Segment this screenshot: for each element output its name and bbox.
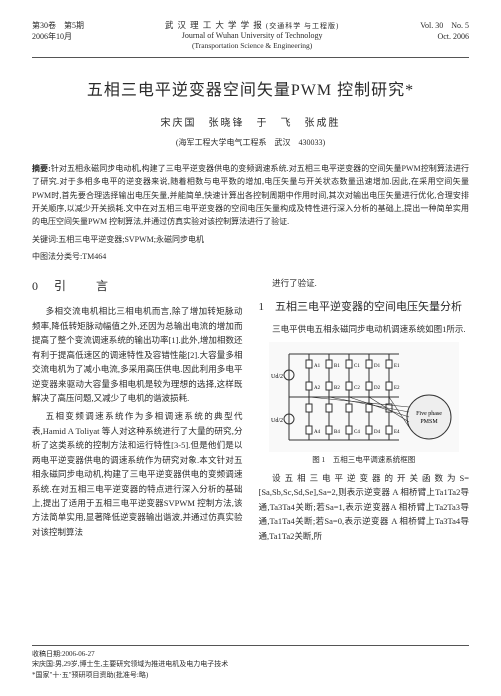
svg-text:E4: E4 [394, 430, 400, 435]
clc-text: TM464 [82, 252, 106, 261]
abstract-text: 针对五相永磁同步电动机,构建了三电平逆变器供电的变频调速系统.对五相三电平逆变器… [32, 164, 469, 226]
footer: 收稿日期:2006-06-27 宋庆国:男,29岁,博士生,主要研究领域为推进电… [32, 645, 469, 681]
keywords: 关键词:五相三电平逆变器;SVPWM;永磁同步电机 [32, 234, 469, 247]
journal-sub-en: (Transportation Science & Engineering) [84, 41, 420, 51]
ud-top: Ud/2 [271, 374, 283, 380]
clc: 中图法分类号:TM464 [32, 251, 469, 262]
journal-sup: (交通科学 与工程版) [266, 22, 339, 30]
svg-text:B4: B4 [334, 430, 340, 435]
svg-text:A2: A2 [314, 386, 321, 391]
body-columns: 0 引 言 多相交流电机相比三相电机而言,除了增加转矩脉动频率,降低转矩脉动幅值… [32, 276, 469, 547]
keywords-label: 关键词: [32, 235, 58, 244]
abstract-label: 摘要: [32, 164, 51, 173]
paper-title: 五相三电平逆变器空间矢量PWM 控制研究* [32, 76, 469, 100]
journal-header: 第30卷 第5期 2006年10月 武 汉 理 工 大 学 学 报 (交通科学 … [32, 20, 469, 58]
section-1-heading: 1 五相三电平逆变器的空间电压矢量分析 [259, 300, 470, 315]
header-left: 第30卷 第5期 2006年10月 [32, 20, 84, 42]
ud-bot: Ud/2 [271, 418, 283, 424]
volume-en: Vol. 30 No. 5 [420, 20, 469, 31]
svg-text:E2: E2 [394, 386, 400, 391]
svg-text:D1: D1 [374, 364, 381, 369]
svg-text:A4: A4 [314, 430, 321, 435]
svg-text:C4: C4 [354, 430, 360, 435]
volume-cn: 第30卷 第5期 [32, 20, 84, 31]
affiliation: (海军工程大学电气工程系 武汉 430033) [32, 137, 469, 148]
svg-text:D2: D2 [374, 386, 381, 391]
left-cont: 进行了验证. [259, 276, 470, 290]
svg-text:C2: C2 [354, 386, 360, 391]
figure-1-caption: 图 1 五相三电平调速系统框图 [259, 454, 470, 467]
svg-text:E1: E1 [394, 364, 400, 369]
funding: *国家"十·五"预研项目资助(批准号:略) [32, 670, 469, 681]
clc-label: 中图法分类号: [32, 252, 82, 261]
date-cn: 2006年10月 [32, 31, 84, 42]
author-bio: 宋庆国:男,29岁,博士生,主要研究领域为推进电机及电力电子技术 [32, 659, 469, 670]
authors: 宋庆国 张晓锋 于 飞 张成胜 [32, 114, 469, 129]
keywords-text: 五相三电平逆变器;SVPWM;永磁同步电机 [58, 235, 204, 244]
recv-date: 收稿日期:2006-06-27 [32, 649, 469, 660]
svg-text:B2: B2 [334, 386, 340, 391]
journal-title-cn: 武 汉 理 工 大 学 学 报 (交通科学 与工程版) [84, 20, 420, 31]
left-p1: 多相交流电机相比三相电机而言,除了增加转矩脉动频率,降低转矩脉动幅值之外,还因为… [32, 304, 243, 405]
svg-text:A1: A1 [314, 364, 321, 369]
section-0-heading: 0 引 言 [32, 276, 243, 296]
motor-text-1: Five phase [416, 411, 442, 417]
header-right: Vol. 30 No. 5 Oct. 2006 [420, 20, 469, 42]
date-en: Oct. 2006 [420, 31, 469, 42]
inverter-diagram-svg: Ud/2 Ud/2 A1 A2 A4 [269, 342, 459, 452]
page: 第30卷 第5期 2006年10月 武 汉 理 工 大 学 学 报 (交通科学 … [0, 0, 501, 696]
figure-1: Ud/2 Ud/2 A1 A2 A4 [259, 342, 470, 467]
right-column: 进行了验证. 1 五相三电平逆变器的空间电压矢量分析 三电平供电五相永磁同步电动… [259, 276, 470, 547]
right-p2: 设五相三电平逆变器的开关函数为S=[Sa,Sb,Sc,Sd,Se],Sa=2,则… [259, 471, 470, 543]
journal-title-en: Journal of Wuhan University of Technolog… [84, 31, 420, 41]
motor-text-2: PMSM [420, 419, 438, 425]
svg-text:D4: D4 [374, 430, 381, 435]
right-p1: 三电平供电五相永磁同步电动机调速系统如图1所示. [259, 322, 470, 336]
header-center: 武 汉 理 工 大 学 学 报 (交通科学 与工程版) Journal of W… [84, 20, 420, 51]
svg-text:C1: C1 [354, 364, 360, 369]
abstract: 摘要:针对五相永磁同步电动机,构建了三电平逆变器供电的变频调速系统.对五相三电平… [32, 162, 469, 228]
svg-text:B1: B1 [334, 364, 340, 369]
left-column: 0 引 言 多相交流电机相比三相电机而言,除了增加转矩脉动频率,降低转矩脉动幅值… [32, 276, 243, 547]
left-p2: 五相变频调速系统作为多相调速系统的典型代表,Hamid A Toliyat 等人… [32, 409, 243, 539]
